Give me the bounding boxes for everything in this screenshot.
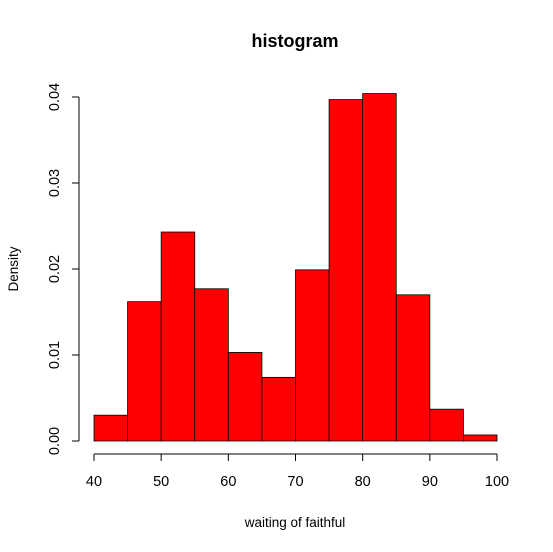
y-axis: 0.00 0.01 0.02 0.03 0.04 — [47, 83, 80, 455]
x-axis: 40 50 60 70 80 90 100 — [86, 453, 509, 490]
y-tick-label: 0.03 — [47, 169, 63, 197]
x-tick-label: 90 — [422, 474, 438, 490]
histogram-bars — [93, 93, 498, 442]
x-tick-label: 50 — [153, 474, 169, 490]
x-axis-label: waiting of faithful — [244, 515, 346, 530]
x-tick-label: 100 — [485, 474, 509, 490]
histogram-bar — [362, 93, 397, 442]
histogram-bar — [429, 408, 464, 442]
y-tick-label: 0.00 — [47, 427, 63, 455]
histogram-bar — [93, 414, 128, 442]
histogram-bar — [328, 99, 364, 442]
histogram-bar — [261, 376, 296, 442]
histogram-bar — [160, 231, 196, 442]
y-tick-label: 0.02 — [47, 255, 63, 283]
x-tick-label: 40 — [86, 474, 102, 490]
y-tick-label: 0.04 — [47, 83, 63, 111]
histogram-bar — [194, 288, 229, 442]
chart-title: histogram — [251, 31, 338, 51]
x-tick-label: 60 — [220, 474, 236, 490]
histogram-bar — [127, 301, 162, 442]
y-axis-label: Density — [6, 246, 21, 291]
histogram-bar — [295, 269, 330, 442]
histogram-bar — [395, 294, 431, 442]
x-tick-label: 80 — [355, 474, 371, 490]
histogram-bar — [463, 434, 498, 442]
histogram-bar — [227, 352, 263, 442]
x-tick-label: 70 — [287, 474, 303, 490]
y-tick-label: 0.01 — [47, 341, 63, 369]
